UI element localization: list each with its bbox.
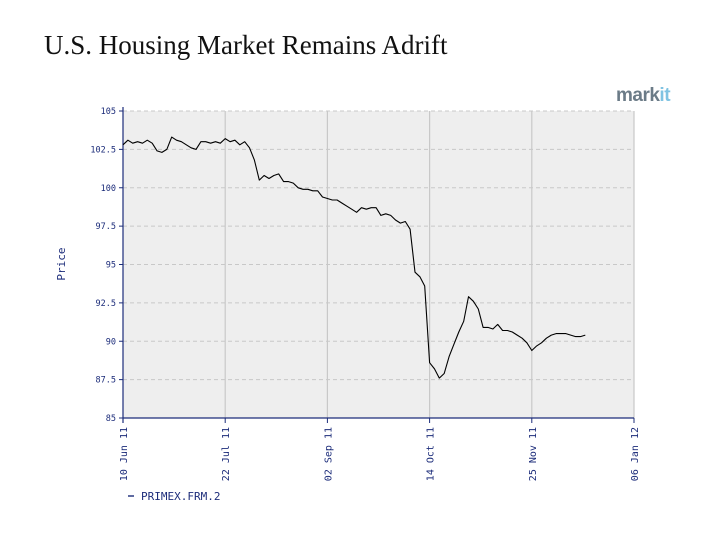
axes — [119, 107, 635, 423]
logo-text-it: it — [659, 85, 671, 106]
x-tick-label: 22 Jul 11 — [221, 427, 232, 481]
y-axis-label: Price — [55, 247, 68, 280]
logo-text-mark: mark — [616, 85, 660, 106]
x-tick-label: 14 Oct 11 — [426, 427, 437, 481]
y-tick-label: 100 — [101, 184, 116, 194]
markit-logo: markit — [616, 85, 671, 106]
slide-title: U.S. Housing Market Remains Adrift — [44, 30, 448, 60]
legend: PRIMEX.FRM.2 — [128, 490, 220, 503]
x-tick-label: 10 Jun 11 — [119, 427, 130, 481]
y-tick-label: 87.5 — [96, 376, 116, 386]
y-tick-label: 105 — [101, 107, 116, 117]
x-tick-label: 25 Nov 11 — [528, 427, 539, 481]
grid-lines — [123, 110, 635, 418]
y-tick-label: 85 — [106, 414, 116, 424]
series-line-primex-frm-2 — [122, 136, 586, 379]
x-tick-label: 02 Sep 11 — [323, 427, 334, 481]
y-tick-label: 90 — [106, 337, 116, 347]
y-tick-label: 97.5 — [96, 222, 116, 232]
y-tick-label: 102.5 — [90, 145, 116, 155]
tick-labels: 85 87.5 90 92.5 95 97.5 100 102.5 105 10 Jun 11 22… — [90, 107, 641, 481]
legend-label: PRIMEX.FRM.2 — [141, 490, 220, 503]
series-layer — [122, 136, 586, 379]
y-tick-label: 95 — [106, 261, 116, 271]
y-tick-label: 92.5 — [96, 299, 116, 309]
x-tick-label: 06 Jan 12 — [630, 427, 641, 481]
